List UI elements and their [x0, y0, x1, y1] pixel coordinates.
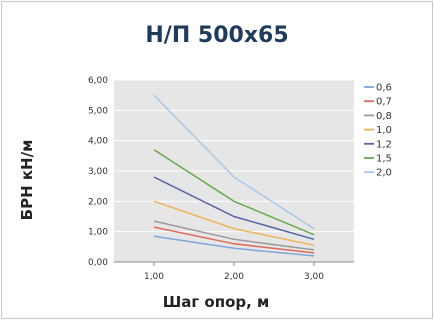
x-tick-label: 3,00: [304, 272, 324, 282]
y-tick-label: 3,00: [88, 167, 108, 177]
y-axis-label: БРН кН/м: [18, 140, 36, 221]
x-tick-label: 2,00: [224, 272, 244, 282]
y-tick-label: 1,00: [88, 228, 108, 238]
x-tick-label: 1,00: [144, 272, 164, 282]
y-tick-label: 5,00: [88, 106, 108, 116]
legend-label: 1,0: [376, 125, 392, 136]
series-line: [153, 226, 315, 254]
legend-label: 0,7: [376, 97, 392, 108]
x-axis-ticks: 1,00 2,00 3,00: [144, 262, 324, 282]
chart-title: Н/П 500х65: [145, 23, 288, 48]
y-tick-label: 4,00: [88, 137, 108, 147]
series-line: [153, 149, 315, 236]
series-line: [153, 94, 315, 230]
legend-label: 1,5: [376, 154, 392, 165]
legend-label: 1,2: [376, 139, 392, 150]
series-lines: [153, 94, 315, 257]
series-line: [153, 200, 315, 247]
legend-label: 2,0: [376, 168, 392, 179]
series-line: [153, 176, 315, 241]
y-tick-label: 2,00: [88, 197, 108, 207]
y-axis-ticks: 0,00 1,00 2,00 3,00 4,00 5,00 6,00: [88, 76, 108, 268]
legend-label: 0,8: [376, 111, 392, 122]
line-chart: Н/П 500х65 0,001,002,003,004,005,006,00 …: [18, 23, 392, 311]
y-tick-label: 0,00: [88, 258, 108, 268]
series-line: [153, 235, 315, 257]
legend-label: 0,6: [376, 83, 392, 94]
x-axis-label: Шаг опор, м: [163, 293, 270, 311]
y-tick-label: 6,00: [88, 76, 108, 86]
series-line: [153, 220, 315, 251]
legend: 0,6 0,7 0,8 1,0 1,2 1,5 2,0: [364, 83, 392, 179]
